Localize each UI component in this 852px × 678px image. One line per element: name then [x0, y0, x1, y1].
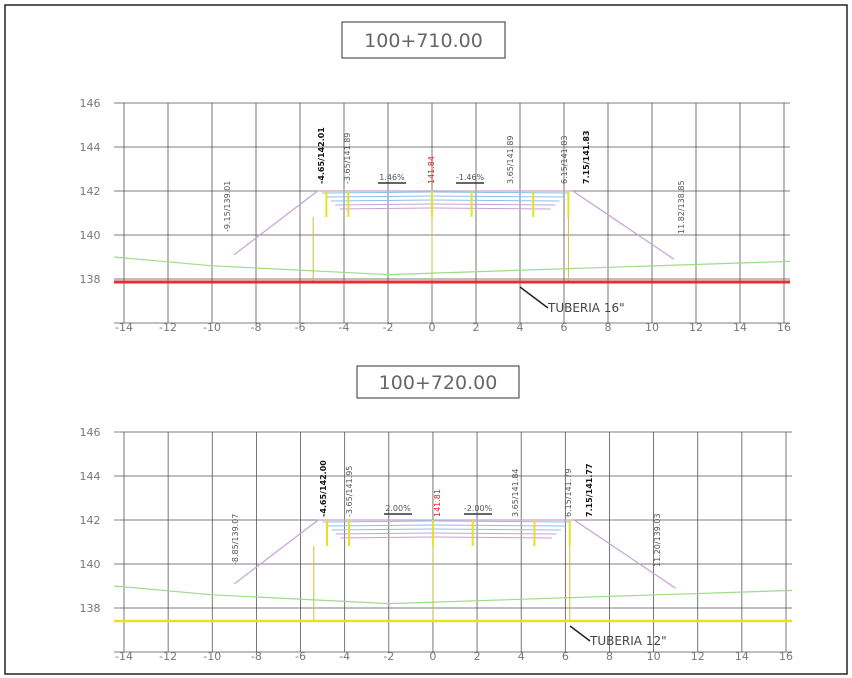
y-tick-label: 144: [80, 141, 101, 154]
slope-label: -1.46%: [456, 173, 485, 182]
pipe-label: TUBERIA 16": [547, 301, 625, 315]
ground-line: [113, 256, 791, 276]
x-tick-label: -4: [339, 321, 350, 334]
slope-label: 2.00%: [385, 504, 411, 513]
y-tick-label: 142: [80, 185, 101, 198]
pavement-layer: [326, 195, 565, 198]
ground-line: [113, 585, 793, 605]
x-tick-label: 14: [735, 650, 749, 663]
annotation: 7.15/141.83: [582, 130, 591, 184]
y-tick-label: 140: [80, 558, 101, 571]
x-tick-label: 0: [429, 321, 436, 334]
annotation: 3.65/141.89: [506, 136, 515, 185]
x-tick-label: -12: [159, 321, 177, 334]
pavement-layer: [327, 524, 566, 527]
annotation: 6.15/141.83: [560, 136, 569, 185]
y-tick-label: 144: [80, 470, 101, 483]
pavement-layer: [335, 203, 556, 206]
annotation: -3.65/141.95: [345, 466, 354, 517]
pipe-arrow: [569, 625, 591, 642]
y-tick-label: 146: [80, 426, 101, 439]
y-tick-label: 140: [80, 229, 101, 242]
slope-label: -2.00%: [464, 504, 493, 513]
pavement-layer: [339, 207, 551, 210]
side-slope: [233, 190, 675, 260]
pavement-layer: [321, 191, 569, 194]
title-box: [341, 21, 506, 59]
annotation: -4.65/142.01: [317, 127, 326, 184]
annotation: -9.15/139.01: [223, 181, 232, 232]
pipe-label: TUBERIA 12": [589, 634, 667, 648]
annotation: 141.84: [427, 156, 436, 184]
x-tick-label: 12: [689, 321, 703, 334]
annotation: 141.81: [433, 489, 442, 517]
x-tick-label: 16: [777, 321, 791, 334]
y-tick-label: 138: [80, 273, 101, 286]
x-tick-label: 0: [429, 650, 436, 663]
y-tick-label: 142: [80, 514, 101, 527]
y-tick-label: 138: [80, 602, 101, 615]
x-tick-label: -6: [295, 321, 306, 334]
title-box: [356, 365, 520, 399]
annotation: 11.20/139.03: [653, 513, 662, 567]
x-tick-label: 4: [518, 650, 525, 663]
x-tick-label: -10: [203, 321, 221, 334]
x-tick-label: -4: [339, 650, 350, 663]
x-tick-label: -10: [203, 650, 221, 663]
x-tick-label: -14: [115, 321, 133, 334]
x-tick-label: -12: [159, 650, 177, 663]
annotation: 7.15/141.77: [585, 463, 594, 517]
pavement-layer: [340, 536, 553, 539]
annotation: -4.65/142.00: [319, 460, 328, 517]
pavement-layer: [335, 532, 557, 535]
x-tick-label: -6: [295, 650, 306, 663]
annotation: -8.85/139.07: [231, 514, 240, 565]
x-tick-label: 8: [605, 321, 612, 334]
x-tick-label: -8: [251, 650, 262, 663]
x-tick-label: -2: [383, 321, 394, 334]
pavement-layer: [322, 520, 570, 523]
x-tick-label: 4: [517, 321, 524, 334]
pavement-layer: [331, 528, 561, 531]
x-tick-label: 2: [474, 650, 481, 663]
side-slope: [233, 519, 677, 589]
x-tick-label: 12: [691, 650, 705, 663]
pavement-layer: [330, 199, 560, 202]
x-tick-label: 6: [562, 650, 569, 663]
x-tick-label: -2: [383, 650, 394, 663]
x-tick-label: -14: [115, 650, 133, 663]
x-tick-label: 6: [561, 321, 568, 334]
annotation: -3.65/141.89: [343, 133, 352, 184]
frame: [4, 4, 848, 675]
section-title: 100+710.00: [364, 30, 483, 52]
x-tick-label: 8: [606, 650, 613, 663]
annotation: 6.15/141.79: [564, 469, 573, 518]
pipe-arrow: [519, 286, 549, 309]
x-tick-label: 10: [647, 650, 661, 663]
x-tick-label: 16: [779, 650, 793, 663]
section-title: 100+720.00: [379, 372, 498, 394]
x-tick-label: 2: [473, 321, 480, 334]
x-tick-label: 10: [645, 321, 659, 334]
y-tick-label: 146: [80, 97, 101, 110]
slope-label: 1.46%: [379, 173, 405, 182]
annotation: 11.82/138.85: [677, 180, 686, 234]
x-tick-label: -8: [251, 321, 262, 334]
x-tick-label: 14: [733, 321, 747, 334]
annotation: 3.65/141.84: [511, 469, 520, 518]
